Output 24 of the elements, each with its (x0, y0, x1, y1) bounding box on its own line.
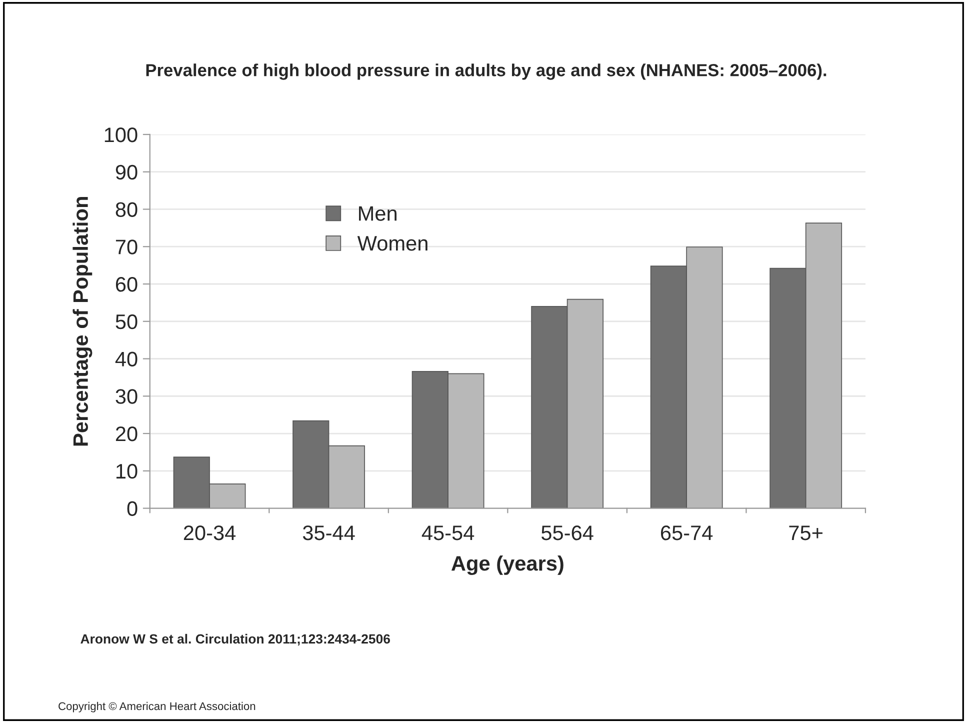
y-tick-label: 0 (127, 501, 138, 516)
x-tick-label: 75+ (789, 526, 822, 540)
text: Copyright © American Heart Association (58, 702, 256, 712)
y-tick-label: 40 (115, 352, 138, 367)
y-tick-label: 20 (116, 426, 138, 442)
x-tick-label: 35-44 (302, 525, 355, 540)
x-axis-title: Age (years) (451, 555, 564, 575)
y-tick-label: 10 (116, 464, 138, 479)
x-tick-label: 45-54 (422, 526, 474, 540)
y-tick-label: 30 (116, 389, 138, 404)
x-tick-label: 20-34 (184, 525, 236, 540)
y-tick-label: 50 (116, 314, 138, 330)
y-tick-label: 60 (116, 276, 138, 292)
y-tick-label: 90 (116, 164, 138, 180)
y-tick-label: 100 (104, 127, 138, 142)
legend-label: Men (359, 206, 396, 221)
y-axis-title: Percentage of Population (72, 197, 92, 446)
legend-label: Women (357, 236, 428, 251)
x-tick-label: 65-74 (660, 525, 713, 540)
x-tick-label: 55-64 (542, 525, 594, 540)
chart-title: Prevalence of high blood pressure in adults by age and sex (NHANES: 2005–2006). (146, 64, 826, 80)
y-tick-label: 70 (116, 240, 138, 254)
text: Aronow W S et al. Circulation 2011;123:2434-2506 (80, 634, 390, 646)
y-tick-label: 80 (116, 202, 138, 217)
